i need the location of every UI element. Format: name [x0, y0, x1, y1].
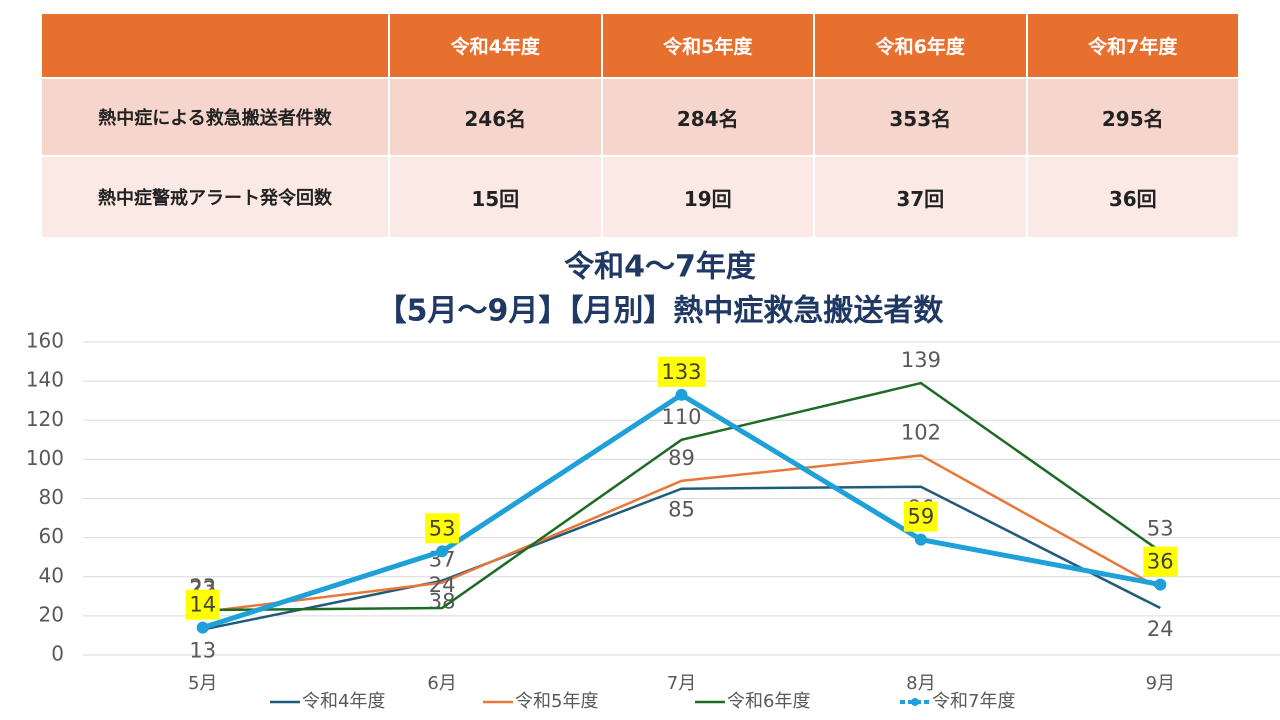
data-label: 102	[901, 420, 941, 444]
y-tick-label: 40	[39, 563, 64, 587]
cell: 37回	[813, 155, 1028, 239]
x-tick-label: 9月	[1146, 673, 1175, 694]
x-tick-label: 7月	[667, 673, 696, 694]
legend-marker	[911, 698, 919, 706]
data-label: 59	[908, 505, 935, 529]
label-highlight	[658, 356, 705, 387]
y-tick-label: 120	[26, 407, 64, 431]
header-cell: 令和5年度	[600, 12, 815, 79]
data-label: 86	[908, 496, 935, 520]
point-marker	[675, 388, 688, 401]
series-line	[202, 485, 1161, 631]
data-label: 36	[1147, 550, 1174, 574]
data-label: 13	[189, 639, 216, 663]
summary-table: 令和4年度 令和5年度 令和6年度 令和7年度 熱中症による救急搬送者件数 24…	[40, 12, 1240, 239]
x-tick-label: 6月	[427, 673, 456, 694]
x-tick-label: 5月	[188, 673, 217, 694]
chart-title: 【5月～9月】【月別】熱中症救急搬送者数	[377, 294, 945, 329]
data-label: 53	[1147, 516, 1174, 540]
row-label: 熱中症による救急搬送者件数	[40, 77, 390, 157]
cell: 19回	[600, 155, 815, 239]
cell: 353名	[813, 77, 1028, 157]
label-highlight	[903, 501, 938, 532]
chart-title: 令和4～7年度	[564, 250, 756, 285]
y-tick-label: 20	[39, 602, 64, 626]
data-label: 22	[189, 577, 216, 601]
series-line	[202, 381, 1162, 612]
cell: 295名	[1025, 77, 1240, 157]
legend-label: 令和5年度	[515, 691, 598, 712]
series-line	[202, 454, 1161, 614]
corner-cell	[40, 12, 390, 79]
data-label: 24	[429, 573, 456, 597]
y-tick-label: 100	[26, 446, 64, 470]
data-label: 85	[668, 498, 695, 522]
data-label: 110	[661, 405, 701, 429]
row-label: 熱中症警戒アラート発令回数	[40, 155, 390, 239]
legend-label: 令和7年度	[932, 691, 1015, 712]
cell: 15回	[388, 155, 603, 239]
point-marker	[1154, 578, 1167, 591]
data-label: 34	[1147, 553, 1174, 577]
series-line	[201, 391, 1161, 630]
legend-label: 令和4年度	[302, 691, 385, 712]
y-tick-label: 60	[39, 524, 64, 548]
data-label: 139	[901, 348, 941, 372]
x-tick-label: 8月	[906, 673, 935, 694]
data-label: 37	[429, 548, 456, 572]
cell: 284名	[600, 77, 815, 157]
point-marker	[914, 533, 927, 546]
data-label: 38	[429, 590, 456, 614]
y-tick-label: 80	[39, 485, 64, 509]
header-cell: 令和6年度	[813, 12, 1028, 79]
data-label: 89	[668, 446, 695, 470]
point-marker	[436, 545, 449, 558]
label-highlight	[185, 589, 220, 620]
y-tick-label: 160	[26, 329, 64, 353]
y-tick-label: 140	[26, 368, 64, 392]
cell: 36回	[1025, 155, 1240, 239]
data-label: 23	[189, 575, 216, 599]
legend-label: 令和6年度	[727, 691, 810, 712]
header-cell: 令和7年度	[1025, 12, 1240, 79]
point-marker	[196, 621, 209, 634]
cell: 246名	[388, 77, 603, 157]
data-label: 133	[661, 360, 701, 384]
data-label: 53	[429, 516, 456, 540]
label-highlight	[425, 513, 460, 544]
y-tick-label: 0	[51, 642, 64, 666]
data-label: 14	[189, 593, 216, 617]
data-label: 24	[1147, 617, 1174, 641]
header-cell: 令和4年度	[388, 12, 603, 79]
label-highlight	[1143, 546, 1178, 577]
